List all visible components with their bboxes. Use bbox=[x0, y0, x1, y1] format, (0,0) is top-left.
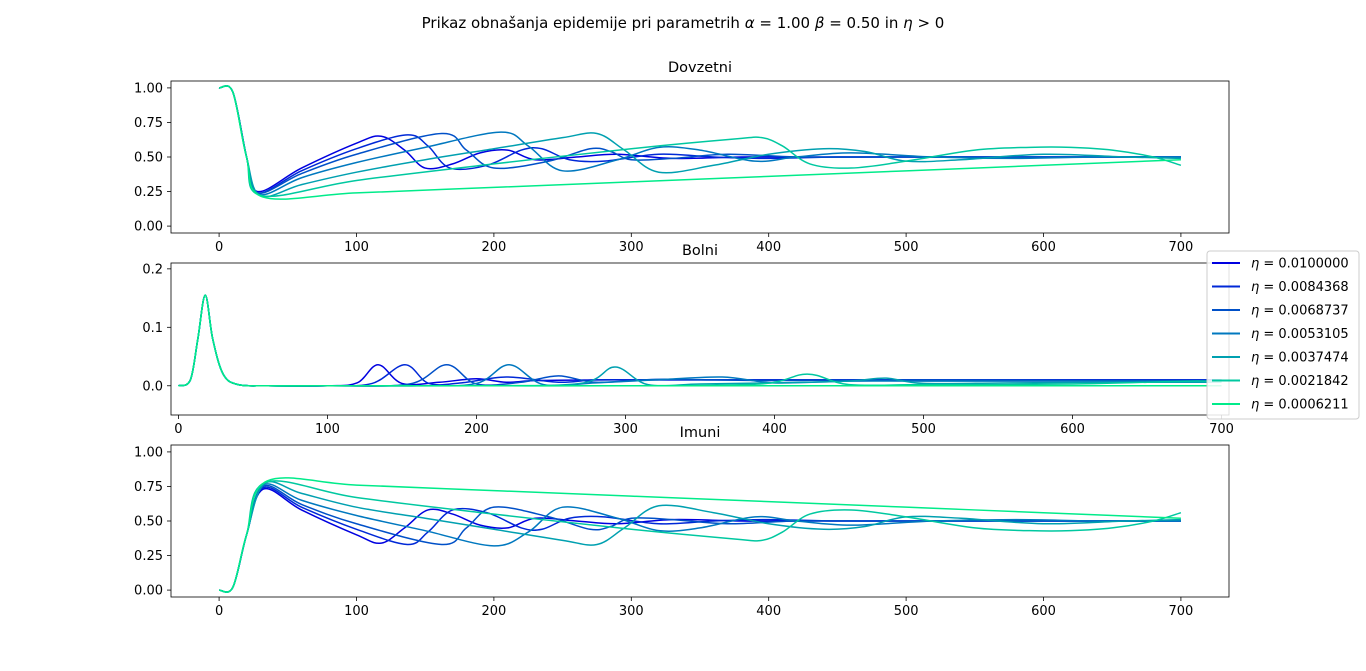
x-tick-label: 600 bbox=[1031, 240, 1056, 255]
legend-label: η = 0.0021842 bbox=[1251, 374, 1349, 389]
figure-title: Prikaz obnašanja epidemije pri parametri… bbox=[422, 14, 945, 32]
legend-eta-value: = 0.0053105 bbox=[1259, 327, 1348, 342]
y-tick-label: 0.25 bbox=[134, 185, 163, 200]
y-tick-label: 1.00 bbox=[134, 445, 163, 460]
y-tick-label: 0.00 bbox=[134, 220, 163, 235]
x-tick-label: 700 bbox=[1168, 604, 1193, 619]
legend-item: η = 0.0068737 bbox=[1212, 304, 1349, 319]
title-alpha-symbol: α bbox=[745, 14, 755, 32]
y-tick-label: 0.00 bbox=[134, 584, 163, 599]
legend-label: η = 0.0084368 bbox=[1251, 280, 1349, 295]
figure-title-text: Prikaz obnašanja epidemije pri parametri… bbox=[422, 14, 745, 32]
x-tick-label: 0 bbox=[215, 604, 223, 619]
legend-label: η = 0.0068737 bbox=[1251, 304, 1349, 319]
x-tick-label: 100 bbox=[315, 422, 340, 437]
y-tick-label: 0.1 bbox=[142, 321, 163, 336]
x-tick-label: 500 bbox=[894, 604, 919, 619]
legend-eta-symbol: η bbox=[1251, 398, 1259, 413]
series-line-6 bbox=[218, 477, 1181, 593]
series-line-5 bbox=[218, 480, 1182, 593]
legend-item: η = 0.0053105 bbox=[1212, 327, 1349, 342]
title-eta-symbol: η bbox=[903, 14, 913, 32]
x-tick-label: 0 bbox=[174, 422, 182, 437]
legend-label: η = 0.0006211 bbox=[1251, 398, 1349, 413]
x-tick-label: 600 bbox=[1060, 422, 1085, 437]
x-tick-label: 600 bbox=[1031, 604, 1056, 619]
subplot-bolni: Bolni 0 100 200 300 400 500 600 700 0.0 0.1 0.2 bbox=[142, 243, 1234, 437]
series-line-6 bbox=[178, 294, 1222, 387]
x-tick-label: 0 bbox=[215, 240, 223, 255]
x-tick-label: 100 bbox=[344, 604, 369, 619]
legend-label: η = 0.0053105 bbox=[1251, 327, 1349, 342]
subplot-dovzetni: Dovzetni 0 100 200 300 400 500 600 700 0.00 0.25 0… bbox=[134, 60, 1230, 255]
title-beta-value: = 0.50 in bbox=[824, 14, 903, 32]
legend-item: η = 0.0084368 bbox=[1212, 280, 1349, 295]
legend-frame bbox=[1206, 250, 1360, 420]
y-tick-label: 0.2 bbox=[142, 262, 163, 277]
series-line-2 bbox=[218, 85, 1181, 194]
x-tick-label: 300 bbox=[619, 240, 644, 255]
y-tick-label: 0.0 bbox=[142, 379, 163, 394]
series-line-6 bbox=[218, 85, 1181, 200]
x-tick-label: 700 bbox=[1209, 422, 1234, 437]
series-line-3 bbox=[218, 85, 1181, 196]
y-tick-label: 1.00 bbox=[134, 81, 163, 96]
x-tick-label: 500 bbox=[894, 240, 919, 255]
legend-eta-symbol: η bbox=[1251, 257, 1259, 272]
legend-eta-symbol: η bbox=[1251, 374, 1259, 389]
x-tick-label: 300 bbox=[613, 422, 638, 437]
series-line-5 bbox=[218, 85, 1182, 198]
y-tick-label: 0.75 bbox=[134, 116, 163, 131]
legend-eta-symbol: η bbox=[1251, 280, 1259, 295]
x-tick-label: 700 bbox=[1168, 240, 1193, 255]
title-eta-value: > 0 bbox=[913, 14, 945, 32]
x-tick-label: 400 bbox=[756, 604, 781, 619]
series-group bbox=[178, 294, 1222, 387]
title-beta-symbol: β bbox=[814, 14, 825, 32]
y-tick-label: 0.75 bbox=[134, 480, 163, 495]
x-tick-label: 400 bbox=[756, 240, 781, 255]
x-tick-label: 100 bbox=[344, 240, 369, 255]
legend-eta-value: = 0.0084368 bbox=[1259, 280, 1348, 295]
legend-eta-symbol: η bbox=[1251, 304, 1259, 319]
series-line-2 bbox=[218, 484, 1181, 593]
legend-eta-symbol: η bbox=[1251, 327, 1259, 342]
legend-eta-value: = 0.0068737 bbox=[1259, 304, 1348, 319]
series-group bbox=[218, 85, 1182, 200]
legend-label: η = 0.0100000 bbox=[1251, 257, 1349, 272]
legend-eta-value: = 0.0006211 bbox=[1259, 398, 1348, 413]
series-line-3 bbox=[218, 483, 1181, 593]
legend-item: η = 0.0100000 bbox=[1212, 257, 1349, 272]
legend-label: η = 0.0037474 bbox=[1251, 351, 1349, 366]
x-tick-label: 400 bbox=[762, 422, 787, 437]
x-tick-label: 200 bbox=[464, 422, 489, 437]
legend-item: η = 0.0021842 bbox=[1212, 374, 1349, 389]
subplot-imuni: Imuni 0 100 200 300 400 500 600 700 0.00 0.25 0.50… bbox=[134, 425, 1230, 619]
x-tick-label: 200 bbox=[481, 604, 506, 619]
legend-eta-value: = 0.0100000 bbox=[1259, 257, 1348, 272]
y-tick-label: 0.25 bbox=[134, 549, 163, 564]
legend-item: η = 0.0006211 bbox=[1212, 398, 1349, 413]
y-tick-label: 0.50 bbox=[134, 151, 163, 166]
legend-item: η = 0.0037474 bbox=[1212, 351, 1349, 366]
subplot-title: Dovzetni bbox=[668, 60, 732, 76]
legend-eta-symbol: η bbox=[1251, 351, 1259, 366]
legend-eta-value: = 0.0037474 bbox=[1259, 351, 1348, 366]
legend-eta-value: = 0.0021842 bbox=[1259, 374, 1348, 389]
x-tick-label: 200 bbox=[481, 240, 506, 255]
title-alpha-value: = 1.00 bbox=[755, 14, 815, 32]
plot-area bbox=[171, 263, 1229, 415]
y-tick-label: 0.50 bbox=[134, 515, 163, 530]
series-group bbox=[218, 477, 1182, 593]
x-tick-label: 300 bbox=[619, 604, 644, 619]
subplot-title: Bolni bbox=[682, 243, 718, 259]
x-tick-label: 500 bbox=[911, 422, 936, 437]
subplot-title: Imuni bbox=[680, 425, 721, 441]
